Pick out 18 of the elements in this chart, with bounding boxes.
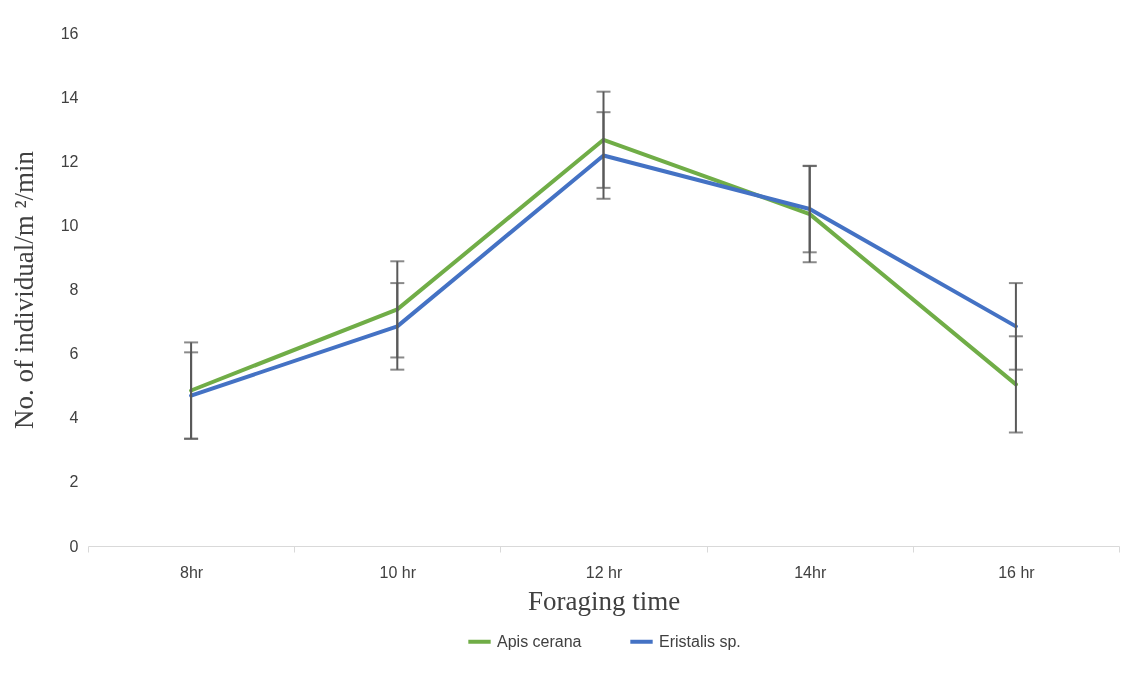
x-tick-label: 10 hr xyxy=(379,563,417,581)
x-tick-label: 8hr xyxy=(180,563,204,581)
x-axis-title: Foraging time xyxy=(527,585,681,616)
y-tick-label: 14 xyxy=(60,88,79,106)
legend-label: Apis cerana xyxy=(497,632,582,650)
x-tick-label: 14hr xyxy=(794,563,827,581)
y-tick-label: 10 xyxy=(60,216,79,234)
y-tick-label: 4 xyxy=(69,409,79,427)
y-axis-title: No. of individual/m ²/min xyxy=(8,150,39,430)
x-tick-label: 12 hr xyxy=(585,563,623,581)
y-tick-label: 2 xyxy=(69,473,79,491)
y-tick-label: 12 xyxy=(60,152,79,170)
x-tick-label: 16 hr xyxy=(998,563,1036,581)
legend-label: Eristalis sp. xyxy=(659,632,741,650)
y-tick-label: 0 xyxy=(69,537,79,555)
y-tick-label: 16 xyxy=(60,24,79,42)
y-tick-label: 8 xyxy=(69,281,79,298)
y-tick-label: 6 xyxy=(69,345,79,363)
